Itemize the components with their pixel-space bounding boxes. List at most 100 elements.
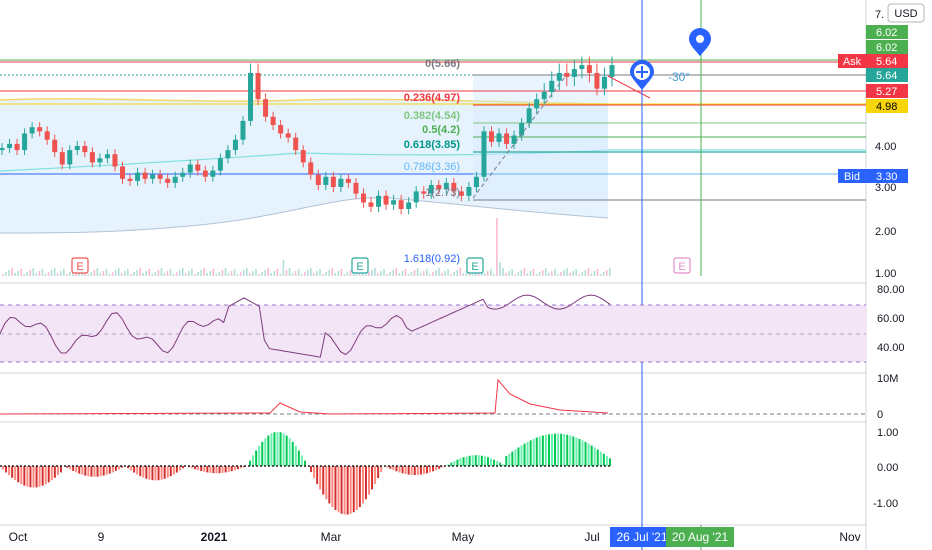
price-tag[interactable]	[866, 68, 908, 82]
volume-bar	[102, 271, 105, 276]
volume-bar	[288, 268, 291, 276]
fib-level-label: 0.618(3.85)	[404, 139, 461, 151]
oscillator-bar	[139, 466, 142, 477]
oscillator-bar	[392, 466, 395, 471]
oscillator-bar	[566, 434, 569, 466]
price-tag[interactable]	[866, 25, 908, 39]
candle-body	[308, 162, 314, 175]
oscillator-bar	[249, 460, 252, 466]
oscillator-bar	[242, 466, 245, 468]
price-tag-value: 6.02	[876, 27, 897, 39]
price-tag[interactable]	[866, 169, 908, 183]
oscillator-bar	[151, 466, 154, 481]
currency-label: USD	[894, 8, 917, 20]
volume-bar	[233, 269, 236, 276]
candle-body	[104, 154, 110, 159]
oscillator-bar	[66, 466, 69, 468]
oscillator-bar	[584, 441, 587, 466]
volume-bar	[120, 273, 123, 276]
candle-body	[278, 125, 284, 134]
candle-body	[345, 178, 351, 183]
oscillator-bar	[239, 466, 242, 469]
volume-bar	[432, 272, 434, 276]
angle-line	[607, 75, 651, 99]
volume-bar	[398, 273, 401, 276]
earnings-event-label: E	[356, 261, 363, 273]
candle-body	[451, 182, 457, 192]
volume-bar	[218, 272, 221, 276]
volume-bar	[175, 272, 178, 276]
volume-bar	[502, 268, 504, 276]
oscillator-bar	[282, 433, 285, 466]
oscillator-bar	[346, 466, 349, 515]
price-tag[interactable]	[866, 99, 908, 113]
volume-bar	[456, 270, 459, 276]
price-tag[interactable]	[866, 40, 908, 54]
volume-bar	[444, 271, 446, 276]
currency-badge[interactable]	[887, 3, 925, 23]
volume-bar	[496, 218, 498, 276]
price-tag-name: Bid	[844, 171, 860, 183]
volume-bar	[511, 269, 513, 276]
oscillator-bar	[538, 436, 541, 466]
oscillator-bar	[75, 466, 78, 473]
date-marker-label[interactable]	[610, 527, 674, 547]
oscillator-axis-tick: 0.00	[877, 462, 898, 474]
oscillator-bar	[368, 466, 370, 495]
oscillator-bar	[270, 433, 273, 466]
bollinger-band-area	[0, 98, 608, 233]
earnings-event-icon[interactable]	[351, 257, 369, 274]
volume-bar	[462, 273, 465, 276]
candle-body	[217, 158, 223, 171]
candle-body	[428, 184, 434, 194]
oscillator-bar	[386, 466, 389, 468]
candle-body	[579, 65, 585, 70]
candle-body	[398, 200, 404, 209]
x-axis-tick: May	[452, 530, 475, 544]
volume-bar	[17, 271, 19, 276]
oscillator-bar	[389, 466, 392, 469]
map-pin-icon[interactable]	[689, 28, 711, 56]
oscillator-bar	[563, 434, 566, 466]
oscillator-bar	[468, 455, 471, 466]
oscillator-bar	[407, 466, 410, 475]
earnings-event-icon[interactable]	[466, 257, 484, 274]
date-marker-label[interactable]	[666, 527, 734, 547]
volume-bar	[127, 269, 129, 276]
oscillator-bar	[20, 466, 23, 485]
earnings-event-icon[interactable]	[673, 257, 691, 274]
volume-bar	[300, 274, 303, 276]
earnings-event-icon[interactable]	[71, 257, 89, 274]
volume-bar	[547, 273, 550, 276]
candle-body	[571, 69, 577, 77]
oscillator-bar	[44, 466, 47, 485]
candle-body	[285, 133, 291, 138]
earnings-event-label: E	[678, 261, 685, 273]
map-pin-icon[interactable]	[630, 60, 654, 90]
candle-body	[195, 164, 201, 171]
fib-level-label: 0.382(4.54)	[404, 110, 461, 122]
candle-body	[330, 176, 336, 187]
volume-bar	[490, 269, 492, 276]
y-axis-tick: 2.00	[875, 226, 896, 238]
oscillator-bar	[53, 466, 56, 478]
oscillator-bar	[578, 438, 581, 466]
oscillator-bar	[377, 466, 380, 479]
oscillator-bar	[303, 460, 306, 466]
volume-bar	[590, 273, 593, 276]
volume-bar	[194, 274, 196, 276]
oscillator-bar	[395, 466, 398, 472]
oscillator-bar	[520, 445, 523, 466]
volume-bar	[181, 268, 184, 276]
oscillator-bar	[541, 435, 544, 466]
volume-bar	[78, 273, 80, 276]
oscillator-bar	[224, 466, 227, 473]
oscillator-bar	[203, 466, 206, 472]
candle-body	[29, 127, 35, 134]
price-tag[interactable]	[866, 84, 908, 98]
oscillator-bar	[557, 433, 560, 466]
oscillator-axis-tick: 1.00	[877, 427, 898, 439]
price-tag[interactable]	[866, 54, 908, 68]
volume-bar	[117, 268, 120, 276]
